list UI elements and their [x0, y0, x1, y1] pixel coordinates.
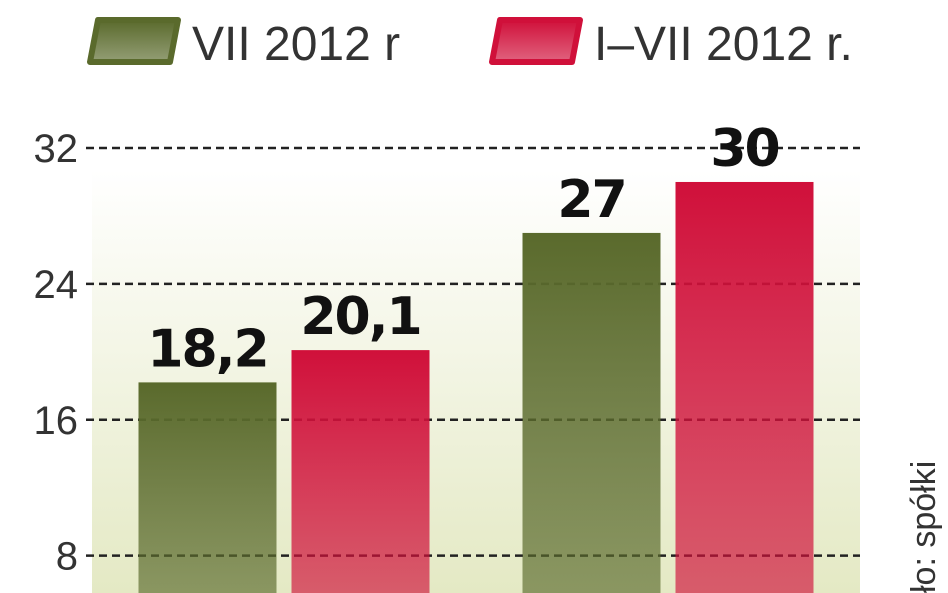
legend-swatch — [87, 17, 181, 65]
bar — [291, 350, 430, 593]
value-label: 20,1 — [300, 287, 420, 347]
value-label: 18,2 — [147, 319, 267, 379]
bar — [522, 232, 661, 593]
value-label: 27 — [557, 170, 625, 230]
y-tick-label: 16 — [34, 399, 79, 443]
y-tick-label: 24 — [34, 263, 79, 307]
legend-label: VII 2012 r — [192, 18, 400, 71]
bar — [675, 181, 814, 593]
value-label: 30 — [710, 119, 778, 179]
y-tick-label: 32 — [34, 127, 79, 171]
legend-label: I–VII 2012 r. — [594, 18, 853, 71]
bar — [138, 382, 277, 593]
source: ło: spółki — [905, 461, 943, 593]
legend-swatch — [489, 17, 583, 65]
y-tick-label: 8 — [56, 535, 78, 579]
